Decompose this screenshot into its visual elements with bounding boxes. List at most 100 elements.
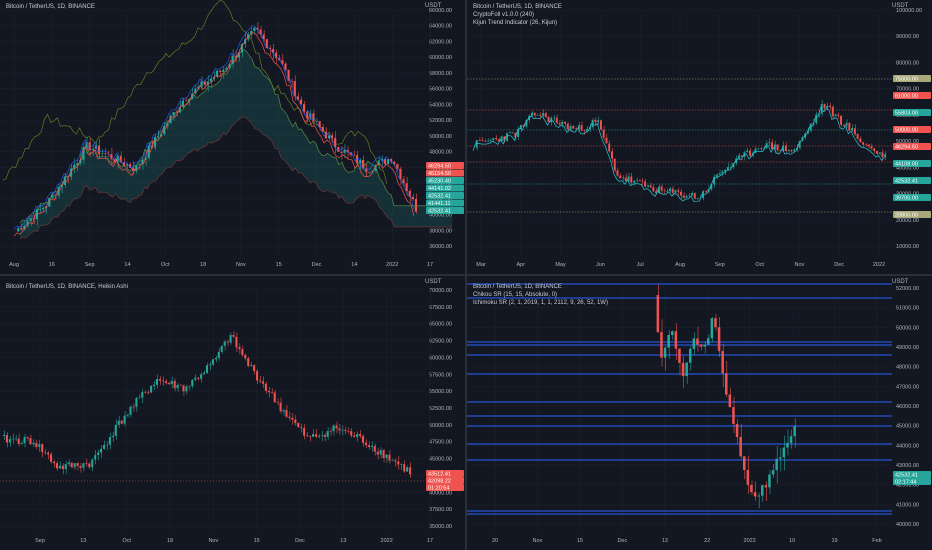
candle-body (340, 151, 343, 153)
x-tick-label: 18 (167, 538, 173, 544)
candle-body (793, 149, 796, 152)
candle-body (856, 133, 859, 139)
pane-divider-horizontal[interactable] (0, 274, 932, 276)
candle-body (368, 171, 371, 173)
candle-body (681, 362, 685, 377)
candle-body (768, 474, 771, 488)
price-tag-label: 46154.50 (428, 171, 451, 177)
candle-body (318, 121, 321, 128)
y-tick-label: 44000.00 (896, 443, 919, 449)
candle-body (185, 386, 188, 392)
chart-pane-bottom-left[interactable]: 70000.00 67500.00 65000.00 62500.00 60000.00… (0, 276, 465, 550)
candle-body (91, 148, 94, 151)
candle-body (48, 197, 51, 207)
candle-body (682, 195, 685, 198)
candle-body (511, 132, 514, 134)
candle-body (784, 145, 787, 152)
candle-body (394, 460, 397, 462)
candle-body (536, 114, 539, 116)
x-tick-label: 2022 (386, 262, 398, 268)
candle-body (324, 131, 327, 139)
candle-body (237, 52, 240, 58)
candle-body (270, 392, 273, 393)
y-tick-label: 60000.00 (429, 55, 452, 61)
candle-body (337, 147, 340, 152)
candle-body (656, 294, 660, 333)
candle-body (696, 198, 699, 199)
candle-body (315, 121, 318, 122)
candle-body (660, 186, 663, 191)
y-tick-label: 44000.00 (429, 181, 452, 187)
candle-body (873, 148, 876, 151)
candle-body (158, 379, 161, 381)
x-tick-label: Apr (517, 262, 526, 268)
candle-body (353, 435, 356, 437)
candle-body (605, 137, 608, 144)
candle-body (41, 444, 44, 453)
candle-body (383, 158, 386, 164)
candle-body (228, 64, 231, 68)
price-chart-top-right[interactable]: 100000.0090000.0080000.0070000.0060000.0… (467, 0, 932, 274)
price-chart-bottom-left[interactable]: 70000.00 67500.00 65000.00 62500.00 60000.00… (0, 276, 465, 550)
candle-body (138, 164, 141, 165)
candle-body (721, 351, 724, 374)
chart-pane-top-right[interactable]: 100000.0090000.0080000.0070000.0060000.0… (467, 0, 932, 274)
candle-body (586, 128, 589, 131)
candle-body (122, 162, 125, 166)
legend-symbol: Bitcoin / TetherUS, 1D, BINANCE (6, 4, 95, 10)
y-tick-label: 35000.00 (429, 524, 452, 530)
candle-body (735, 423, 739, 438)
candle-body (222, 69, 225, 73)
candle-body (495, 138, 498, 140)
candle-body (575, 128, 578, 130)
candle-body (88, 142, 91, 151)
candle-body (247, 358, 250, 366)
y-tick-label: 48000.00 (896, 365, 919, 371)
candle-body (376, 451, 379, 455)
price-chart-bottom-right[interactable]: 52000.00 51000.00 50000.00 49000.00 48000.00… (467, 276, 932, 550)
chart-pane-bottom-right[interactable]: 52000.00 51000.00 50000.00 49000.00 48000.00… (467, 276, 932, 550)
price-chart-top-left[interactable]: 66000.00 64000.00 62000.00 60000.00 58000.00… (0, 0, 465, 274)
x-tick-label: 16 (49, 262, 55, 268)
chart-pane-top-left[interactable]: 66000.00 64000.00 62000.00 60000.00 58000.00… (0, 0, 465, 274)
legend-indicator: Kijun Trend Indicator (26, Kijun) (473, 20, 558, 26)
price-tag (426, 169, 464, 177)
price-tag (426, 162, 464, 169)
x-tick-label: Aug (9, 262, 19, 268)
legend-top-right: Bitcoin / TetherUS, 1D, BINANCE CryptoFo… (473, 3, 562, 27)
candle-body (203, 372, 206, 375)
candle-body (206, 81, 209, 85)
candle-body (840, 115, 843, 125)
candle-body (32, 442, 35, 445)
candle-body (282, 410, 285, 412)
candle-body (870, 146, 873, 149)
candle-body (663, 190, 666, 192)
candle-body (845, 123, 848, 126)
price-tag-label: 55803.00 (895, 111, 918, 117)
candle-body (721, 171, 724, 174)
price-tag-label: 44108.00 (895, 162, 918, 168)
candle-body (223, 341, 226, 346)
candle-body (253, 365, 256, 372)
candle-body (147, 392, 150, 393)
candle-body (786, 442, 789, 448)
candle-body (696, 338, 699, 345)
candle-body (144, 392, 147, 393)
candle-body (306, 435, 309, 437)
y-tick-label: 43000.00 (896, 463, 919, 469)
axis-unit: USDT (425, 279, 442, 285)
x-tick-label: May (555, 262, 566, 268)
candle-body (374, 164, 377, 172)
candle-body (141, 159, 144, 165)
candle-body (757, 495, 760, 497)
candle-body (713, 176, 716, 185)
candle-body (641, 180, 644, 182)
candle-body (714, 318, 717, 328)
y-tick-label: 47500.00 (429, 440, 452, 446)
candle-body (411, 196, 414, 199)
x-tick-label: 13 (80, 538, 86, 544)
price-tag (893, 211, 931, 218)
candle-body (82, 463, 85, 468)
candle-body (399, 168, 402, 180)
ichimoku-cloud (20, 49, 453, 239)
